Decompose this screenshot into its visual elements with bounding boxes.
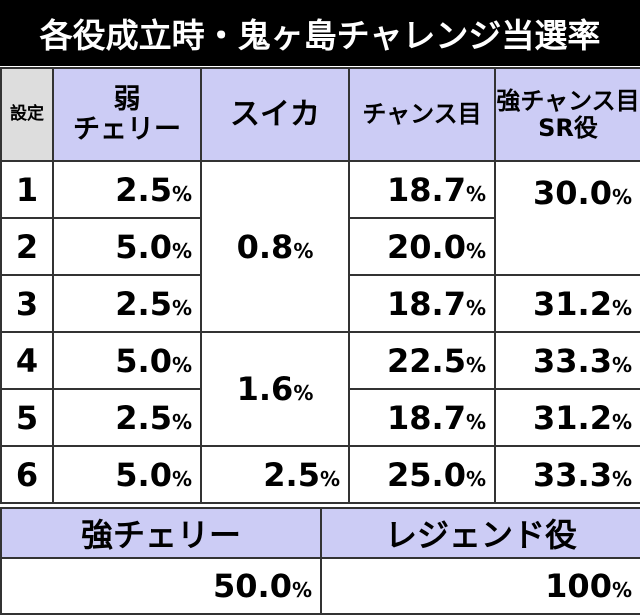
chance-me-cell: 22.5% xyxy=(348,331,496,390)
strong-chance-cell: 33.3% xyxy=(494,331,640,390)
chance-me-cell: 25.0% xyxy=(348,445,496,504)
header-weak-cherry-line1: 弱 xyxy=(113,83,141,115)
header-weak-cherry: 弱 チェリー xyxy=(52,67,202,162)
legend-role-header: レジェンド役 xyxy=(320,507,640,559)
weak-cherry-cell: 2.5% xyxy=(52,274,202,333)
setting-cell: 4 xyxy=(0,331,54,390)
weak-cherry-cell: 5.0% xyxy=(52,331,202,390)
strong-cherry-header: 強チェリー xyxy=(0,507,322,559)
strong-chance-cell: 31.2% xyxy=(494,388,640,447)
weak-cherry-cell: 2.5% xyxy=(52,388,202,447)
header-suika: スイカ xyxy=(200,67,350,162)
bottom-rate-table: 強チェリー レジェンド役 50.0% 100% xyxy=(0,507,640,615)
suika-cell: 0.8% xyxy=(200,160,350,333)
chance-me-cell: 18.7% xyxy=(348,160,496,219)
setting-cell: 2 xyxy=(0,217,54,276)
strong-chance-cell: 33.3% xyxy=(494,445,640,504)
header-setting: 設定 xyxy=(0,67,54,162)
weak-cherry-cell: 2.5% xyxy=(52,160,202,219)
setting-cell: 6 xyxy=(0,445,54,504)
bottom-header-row: 強チェリー レジェンド役 xyxy=(0,507,640,559)
weak-cherry-cell: 5.0% xyxy=(52,445,202,504)
bottom-value-row: 50.0% 100% xyxy=(0,557,640,615)
header-chance-me: チャンス目 xyxy=(348,67,496,162)
setting-cell: 3 xyxy=(0,274,54,333)
challenge-rate-table: 設定 弱 チェリー スイカ チャンス目 強チャンス目 SR役 1 2.5% 0.… xyxy=(0,67,640,504)
strong-cherry-value: 50.0% xyxy=(0,557,322,615)
chance-me-cell: 18.7% xyxy=(348,274,496,333)
table-row: 1 2.5% 0.8% 18.7% 30.0% xyxy=(0,160,640,333)
chance-me-cell: 18.7% xyxy=(348,388,496,447)
table-row: 2 5.0% 20.0% xyxy=(0,217,640,276)
header-weak-cherry-line2: チェリー xyxy=(73,113,181,145)
header-strong-chance-line1: 強チャンス目 xyxy=(496,87,640,116)
table-row: 3 2.5% 18.7% 31.2% xyxy=(0,274,640,333)
table-row: 4 5.0% 1.6% 22.5% 33.3% xyxy=(0,331,640,447)
header-strong-chance-line2: SR役 xyxy=(538,113,598,142)
header-strong-chance-me: 強チャンス目 SR役 xyxy=(494,67,640,162)
legend-role-value: 100% xyxy=(320,557,640,615)
strong-chance-cell: 30.0% xyxy=(494,160,640,276)
header-row: 設定 弱 チェリー スイカ チャンス目 強チャンス目 SR役 xyxy=(0,67,640,162)
suika-cell: 1.6% xyxy=(200,331,350,447)
table-row: 6 5.0% 2.5% 25.0% 33.3% xyxy=(0,445,640,504)
weak-cherry-cell: 5.0% xyxy=(52,217,202,276)
setting-cell: 5 xyxy=(0,388,54,447)
table-row: 5 2.5% 18.7% 31.2% xyxy=(0,388,640,447)
chance-me-cell: 20.0% xyxy=(348,217,496,276)
setting-cell: 1 xyxy=(0,160,54,219)
suika-cell: 2.5% xyxy=(200,445,350,504)
strong-chance-cell: 31.2% xyxy=(494,274,640,333)
page-title: 各役成立時・鬼ヶ島チャレンジ当選率 xyxy=(0,0,640,66)
